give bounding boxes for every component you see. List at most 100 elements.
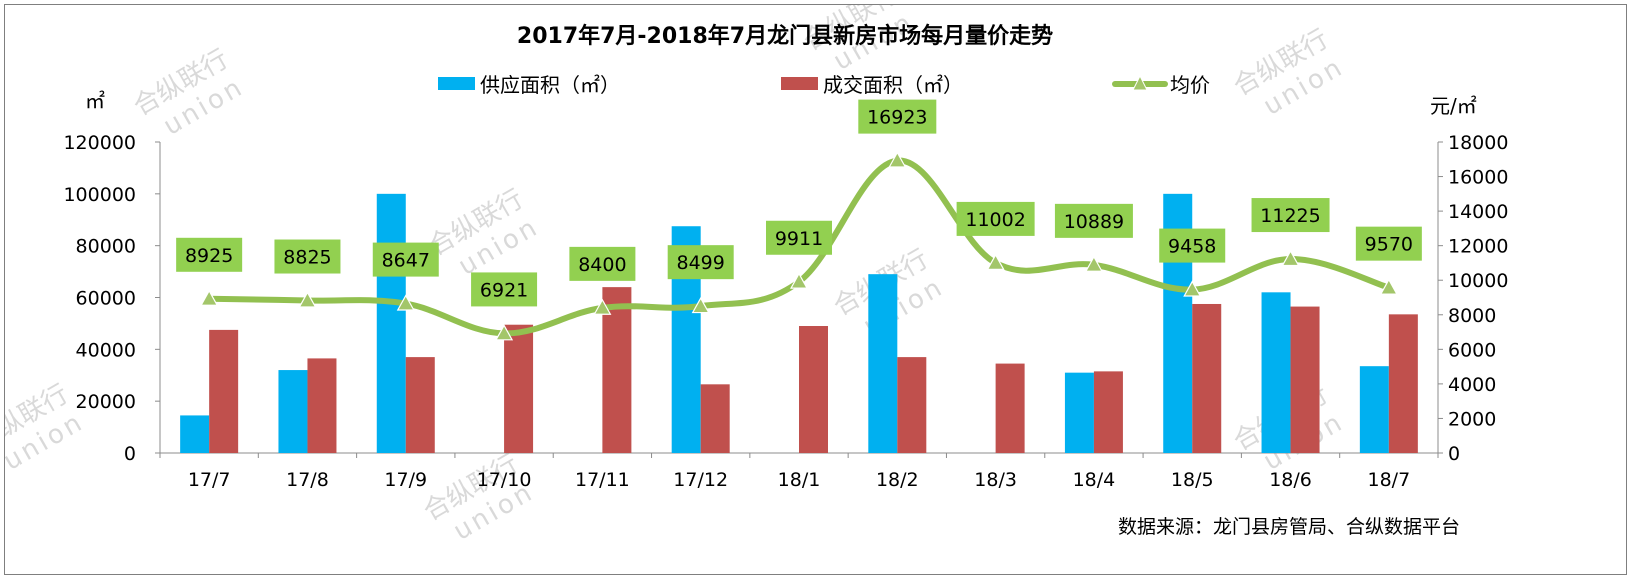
x-tick-label: 18/3	[974, 469, 1017, 491]
deal-bar	[1093, 371, 1123, 453]
price-data-label: 16923	[858, 99, 937, 134]
price-data-label: 8647	[372, 242, 439, 277]
x-tick-label: 17/8	[286, 469, 329, 491]
right-tick-label: 10000	[1448, 270, 1508, 292]
price-marker	[1183, 280, 1202, 297]
chart: 合纵联行union合纵联行union合纵联行union合纵联行union合纵联行…	[0, 0, 1508, 547]
left-tick-label: 20000	[76, 391, 136, 413]
supply-bar	[1359, 366, 1389, 453]
svg-text:11002: 11002	[965, 209, 1025, 231]
x-tick-label: 18/1	[778, 469, 821, 491]
svg-text:8647: 8647	[382, 250, 430, 272]
x-tick-label: 18/7	[1368, 469, 1411, 491]
svg-text:10889: 10889	[1064, 211, 1124, 233]
legend-label: 成交面积（㎡）	[823, 73, 963, 97]
price-marker	[1084, 255, 1103, 272]
svg-text:8825: 8825	[283, 247, 331, 269]
price-marker	[396, 294, 415, 311]
x-tick-label: 17/10	[477, 469, 532, 491]
deal-bar	[209, 329, 239, 453]
bars	[180, 193, 1418, 454]
right-tick-label: 18000	[1448, 132, 1508, 154]
axes: 0 20000 40000 60000 80000 100000 120000 0 2000 40…	[63, 132, 1508, 491]
price-marker	[789, 272, 809, 289]
x-tick-label: 18/6	[1269, 469, 1312, 491]
x-tick-label: 18/5	[1171, 469, 1214, 491]
legend: 供应面积（㎡） 成交面积（㎡） 均价	[438, 73, 1210, 97]
left-tick-label: 40000	[76, 339, 136, 361]
left-tick-label: 60000	[76, 288, 136, 310]
legend-label: 均价	[1170, 73, 1210, 97]
right-tick-label: 8000	[1448, 305, 1496, 327]
svg-text:8400: 8400	[578, 254, 626, 276]
supply-bar	[180, 415, 210, 453]
left-axis-unit: ㎡	[85, 89, 105, 113]
price-data-label: 8400	[569, 246, 636, 281]
x-tick-label: 18/4	[1073, 469, 1116, 491]
price-data-label: 6921	[471, 272, 538, 307]
deal-bar	[307, 358, 337, 453]
legend-marker	[1132, 74, 1148, 91]
price-data-label: 11225	[1251, 198, 1330, 233]
svg-text:9570: 9570	[1365, 234, 1413, 256]
price-marker	[888, 151, 907, 168]
legend-swatch	[438, 77, 475, 90]
price-data-label: 9458	[1159, 228, 1226, 263]
price-data-label: 8925	[176, 237, 243, 272]
x-tick-label: 18/2	[876, 469, 919, 491]
chart-title: 2017年7月-2018年7月龙门县新房市场每月量价走势	[517, 23, 1053, 49]
x-tick-label: 17/9	[384, 469, 427, 491]
price-marker	[593, 298, 612, 315]
deal-bar	[897, 357, 927, 453]
svg-text:8499: 8499	[677, 252, 725, 274]
source-note: 数据来源：龙门县房管局、合纵数据平台	[1118, 516, 1460, 538]
supply-bar	[376, 193, 406, 454]
legend-label: 供应面积（㎡）	[480, 73, 620, 97]
right-tick-label: 16000	[1448, 167, 1508, 189]
deal-bar	[405, 357, 435, 453]
price-data-label: 11002	[956, 201, 1035, 236]
price-marker	[200, 289, 219, 306]
right-tick-label: 6000	[1448, 339, 1496, 361]
right-tick-label: 2000	[1448, 408, 1496, 430]
deal-bar	[995, 363, 1025, 453]
right-tick-label: 4000	[1448, 374, 1496, 396]
supply-bar	[278, 370, 308, 453]
price-data-label: 8825	[274, 239, 341, 274]
legend-item: 成交面积（㎡）	[781, 73, 963, 97]
left-tick-label: 80000	[76, 236, 136, 258]
price-marker	[298, 291, 317, 308]
svg-text:8925: 8925	[185, 245, 233, 267]
right-tick-label: 0	[1448, 443, 1460, 465]
price-data-label: 9911	[766, 220, 832, 255]
left-tick-label: 100000	[63, 184, 136, 206]
left-tick-label: 120000	[63, 132, 136, 154]
supply-bar	[868, 274, 898, 453]
right-tick-label: 14000	[1448, 201, 1508, 223]
price-data-label: 9570	[1355, 226, 1422, 261]
deal-bar	[1290, 306, 1320, 453]
svg-text:9458: 9458	[1168, 236, 1216, 258]
right-axis-unit: 元/㎡	[1430, 94, 1477, 118]
price-data-label: 8499	[667, 245, 734, 280]
deal-bar	[700, 384, 730, 453]
right-tick-label: 12000	[1448, 236, 1508, 258]
supply-bar	[1064, 372, 1094, 453]
price-line	[200, 151, 1398, 341]
legend-item: 均价	[1112, 73, 1210, 97]
svg-text:6921: 6921	[480, 279, 528, 301]
deal-bar	[799, 326, 828, 453]
x-tick-label: 17/11	[575, 469, 630, 491]
legend-swatch	[781, 77, 818, 90]
x-tick-label: 17/7	[188, 469, 231, 491]
left-tick-label: 0	[124, 443, 136, 465]
deal-bar	[1388, 314, 1418, 453]
deal-bar	[504, 324, 534, 453]
svg-text:11225: 11225	[1260, 205, 1320, 227]
price-marker	[1281, 249, 1300, 267]
price-marker	[986, 253, 1005, 270]
